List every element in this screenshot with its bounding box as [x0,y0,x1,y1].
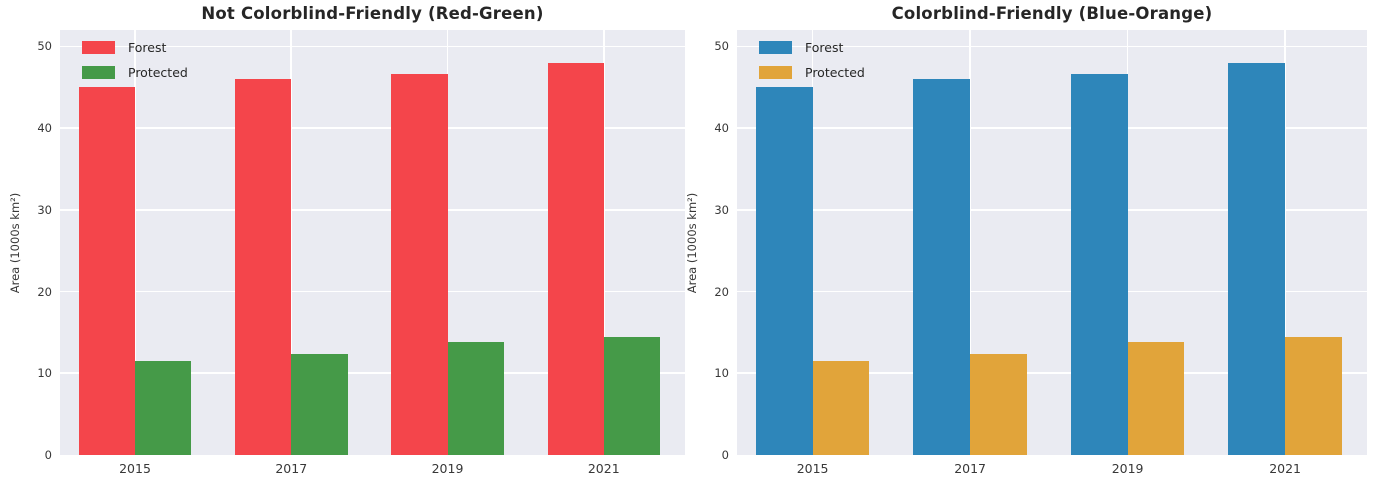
legend-label: Protected [128,65,188,80]
gridline-h [60,127,685,129]
bar-forest-2019 [1070,74,1128,455]
y-tick-label: 40 [714,121,729,136]
chart-title: Colorblind-Friendly (Blue-Orange) [891,4,1213,23]
gridline-h [737,290,1367,293]
legend-swatch [82,41,115,54]
bar-forest-2017 [913,79,971,455]
y-axis-label: Area (1000s km²) [8,192,22,293]
plot-area: Forest Protected [60,30,685,455]
gridline-v [1126,30,1129,455]
y-tick-label: 30 [37,202,52,217]
plot-area: Forest Protected [737,30,1367,455]
legend-swatch [759,41,792,54]
gridline-v [969,30,971,455]
x-tick-label: 2015 [796,461,829,476]
legend-item: Forest [82,40,188,55]
y-tick-label: 30 [714,202,729,217]
left-chart: Not Colorblind-Friendly (Red-Green) Area… [0,0,693,486]
y-tick-label: 10 [714,366,729,381]
x-tick-label: 2021 [587,461,620,476]
chart-title: Not Colorblind-Friendly (Red-Green) [201,4,544,23]
gridline-h [60,45,685,48]
bar-protected-2017 [291,354,348,455]
legend-item: Protected [759,65,865,80]
gridline-h [737,209,1367,211]
y-tick-label: 20 [37,284,52,299]
y-tick-label: 40 [37,121,52,136]
right-chart: Colorblind-Friendly (Blue-Orange) Area (… [685,0,1387,486]
gridline-v [811,30,814,455]
y-tick-label: 0 [44,448,52,462]
legend-item: Forest [759,40,865,55]
x-tick-label: 2017 [275,461,308,476]
y-tick-label: 20 [714,284,729,299]
bar-forest-2019 [391,74,448,455]
bar-forest-2015 [755,87,813,455]
legend: Forest Protected [82,40,188,80]
bar-forest-2015 [78,87,135,455]
legend-item: Protected [82,65,188,80]
bar-protected-2019 [1127,342,1185,455]
gridline-h [60,372,685,375]
bar-forest-2021 [1228,62,1286,455]
legend-label: Protected [805,65,865,80]
x-tick-label: 2019 [1111,461,1144,476]
y-tick-label: 50 [714,39,729,54]
legend-label: Forest [128,40,167,55]
bar-protected-2019 [447,342,504,455]
gridline-h [737,372,1367,375]
gridline-h [60,209,685,211]
legend-swatch [82,66,115,79]
x-tick-label: 2017 [954,461,986,476]
bar-forest-2021 [547,62,604,455]
x-tick-label: 2021 [1269,461,1301,476]
gridline-h [737,45,1367,48]
legend-swatch [759,66,792,79]
gridline-h [737,127,1367,129]
bar-protected-2017 [970,354,1027,455]
bar-protected-2021 [603,337,660,455]
y-tick-label: 50 [37,39,52,54]
bar-forest-2017 [235,79,292,455]
legend: Forest Protected [759,40,865,80]
gridline-h [60,290,685,293]
y-axis-label: Area (1000s km²) [685,192,699,293]
legend-label: Forest [805,40,844,55]
y-tick-label: 0 [721,448,729,462]
x-tick-label: 2019 [431,461,464,476]
bar-protected-2015 [812,361,870,455]
y-tick-label: 10 [37,366,52,381]
gridline-v [1284,30,1286,455]
x-tick-label: 2015 [119,461,151,476]
bar-protected-2015 [135,361,192,455]
bar-protected-2021 [1285,337,1342,455]
